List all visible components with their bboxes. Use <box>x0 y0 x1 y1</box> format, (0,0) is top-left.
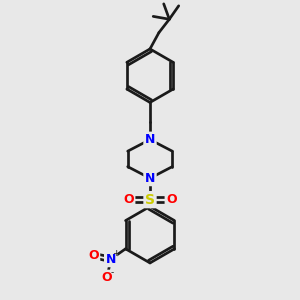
Text: N: N <box>145 172 155 185</box>
Text: O: O <box>102 271 112 284</box>
Text: S: S <box>145 193 155 207</box>
Text: +: + <box>112 249 120 258</box>
Text: N: N <box>106 253 116 266</box>
Text: O: O <box>88 249 99 262</box>
Text: N: N <box>145 133 155 146</box>
Text: O: O <box>123 193 134 206</box>
Text: -: - <box>111 268 114 277</box>
Text: O: O <box>166 193 177 206</box>
